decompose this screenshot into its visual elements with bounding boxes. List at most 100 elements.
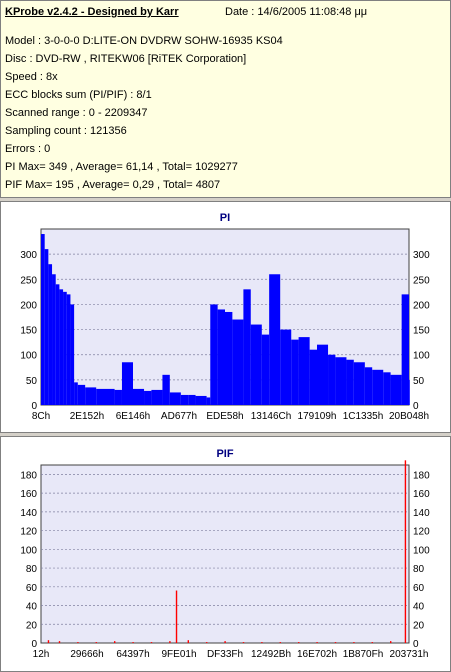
pi-bar bbox=[151, 389, 163, 405]
y-tick-label-left: 200 bbox=[20, 300, 37, 311]
x-tick-label: EDE58h bbox=[206, 411, 243, 422]
pi-bar bbox=[401, 294, 409, 405]
pi-bar bbox=[52, 274, 56, 405]
y-tick-label-left: 80 bbox=[26, 564, 38, 575]
y-tick-label-right: 120 bbox=[413, 527, 430, 538]
pif-bar bbox=[47, 640, 50, 643]
pif-bar bbox=[58, 641, 61, 643]
pi-bar bbox=[70, 304, 75, 405]
sampling-line: Sampling count : 121356 bbox=[5, 125, 127, 137]
x-tick-label: 1B870Fh bbox=[343, 649, 384, 660]
pi-chart: PI 0 0 50 50 100 100 150 150 200 200 250 250 300 300 8C… bbox=[20, 212, 430, 422]
pif-bar bbox=[114, 641, 116, 643]
pi-bar bbox=[169, 392, 181, 405]
pi-bar bbox=[121, 362, 133, 405]
disc-line: Disc : DVD-RW , RITEKW06 [RiTEK Corporat… bbox=[5, 53, 247, 65]
pi-bar bbox=[77, 384, 86, 405]
x-tick-label: 8Ch bbox=[32, 411, 50, 422]
x-tick-label: 16E702h bbox=[297, 649, 337, 660]
pi-bar bbox=[96, 388, 115, 405]
pi-bar bbox=[188, 394, 196, 405]
x-tick-label: 179109h bbox=[298, 411, 337, 422]
x-tick-label: 9FE01h bbox=[161, 649, 196, 660]
pif-bar bbox=[95, 642, 97, 643]
x-tick-label: 64397h bbox=[116, 649, 149, 660]
y-tick-label-right: 180 bbox=[413, 470, 430, 481]
pif-chart-panel: PIF 0 0 20 20 40 40 60 60 80 80 100 100 120 120 140 140 1… bbox=[0, 436, 451, 672]
y-tick-label-left: 0 bbox=[31, 639, 37, 650]
x-tick-label: 2E152h bbox=[70, 411, 104, 422]
pi-bar bbox=[232, 319, 244, 405]
y-tick-label-right: 300 bbox=[413, 250, 430, 261]
y-tick-label-right: 20 bbox=[413, 620, 425, 631]
speed-line: Speed : 8x bbox=[5, 71, 58, 83]
range-line: Scanned range : 0 - 2209347 bbox=[5, 107, 148, 119]
x-tick-label: AD677h bbox=[161, 411, 197, 422]
pi-bar bbox=[409, 379, 410, 405]
pi-bar bbox=[298, 337, 310, 405]
pi-bar bbox=[59, 289, 64, 405]
y-tick-label-right: 140 bbox=[413, 508, 430, 519]
pi-bar bbox=[309, 349, 317, 405]
pif-bar bbox=[298, 642, 300, 643]
pi-bar bbox=[114, 389, 122, 405]
x-tick-label: 20B048h bbox=[389, 411, 429, 422]
pi-bar bbox=[44, 249, 49, 405]
pi-chart-panel: PI 0 0 50 50 100 100 150 150 200 200 250 250 300 300 8C… bbox=[0, 201, 451, 433]
pif-summary-line: PIF Max= 195 , Average= 0,29 , Total= 48… bbox=[5, 179, 221, 191]
pi-bar bbox=[195, 395, 207, 405]
pi-bar bbox=[335, 357, 347, 405]
pi-bar bbox=[41, 234, 45, 405]
y-tick-label-left: 60 bbox=[26, 583, 38, 594]
pif-bar bbox=[404, 460, 407, 643]
y-tick-label-left: 180 bbox=[20, 470, 37, 481]
pif-bar bbox=[150, 642, 153, 643]
x-tick-label: 6E146h bbox=[116, 411, 150, 422]
pi-bar bbox=[346, 359, 354, 405]
pi-bar bbox=[250, 324, 262, 405]
y-tick-label-right: 0 bbox=[413, 401, 419, 412]
pi-bar bbox=[353, 362, 365, 405]
y-tick-label-right: 0 bbox=[413, 639, 419, 650]
x-tick-label: 1C1335h bbox=[343, 411, 384, 422]
pi-bar bbox=[63, 291, 67, 405]
pif-bar bbox=[206, 642, 208, 643]
pi-bar bbox=[364, 367, 373, 405]
pi-bar bbox=[217, 309, 225, 405]
scan-date: Date : 14/6/2005 11:08:48 μμ bbox=[225, 6, 368, 18]
x-tick-label: 203731h bbox=[390, 649, 429, 660]
pif-bar bbox=[371, 642, 373, 643]
y-tick-label-right: 50 bbox=[413, 376, 425, 387]
pi-bar bbox=[317, 344, 329, 405]
pi-bar bbox=[328, 354, 336, 405]
pi-bar bbox=[390, 374, 402, 405]
y-tick-label-right: 40 bbox=[413, 602, 425, 613]
pi-bar bbox=[66, 294, 71, 405]
pif-bar bbox=[261, 642, 263, 643]
pif-bar bbox=[334, 642, 337, 643]
x-tick-label: 12h bbox=[33, 649, 50, 660]
pi-bar bbox=[133, 388, 145, 405]
pi-bar bbox=[74, 382, 78, 405]
chart-title: PIF bbox=[216, 448, 233, 460]
x-tick-label: DF33Fh bbox=[207, 649, 243, 660]
pi-bar bbox=[383, 372, 391, 405]
y-tick-label-right: 100 bbox=[413, 351, 430, 362]
ecc-line: ECC blocks sum (PI/PIF) : 8/1 bbox=[5, 89, 152, 101]
pi-bar bbox=[210, 304, 218, 405]
pif-bar bbox=[169, 641, 171, 643]
pi-bar bbox=[206, 397, 211, 405]
y-tick-label-left: 20 bbox=[26, 620, 38, 631]
pif-bar bbox=[316, 642, 318, 643]
pi-bar bbox=[144, 390, 152, 405]
y-tick-label-right: 250 bbox=[413, 275, 430, 286]
info-panel: KProbe v2.4.2 - Designed by Karr Date : … bbox=[0, 0, 451, 198]
x-tick-label: 12492Bh bbox=[251, 649, 291, 660]
y-tick-label-left: 50 bbox=[26, 376, 38, 387]
y-tick-label-right: 160 bbox=[413, 489, 430, 500]
pif-bar bbox=[132, 642, 134, 643]
pif-bar bbox=[224, 641, 226, 643]
pi-bar bbox=[372, 369, 384, 405]
plot-area bbox=[40, 464, 410, 644]
y-tick-label-right: 60 bbox=[413, 583, 425, 594]
